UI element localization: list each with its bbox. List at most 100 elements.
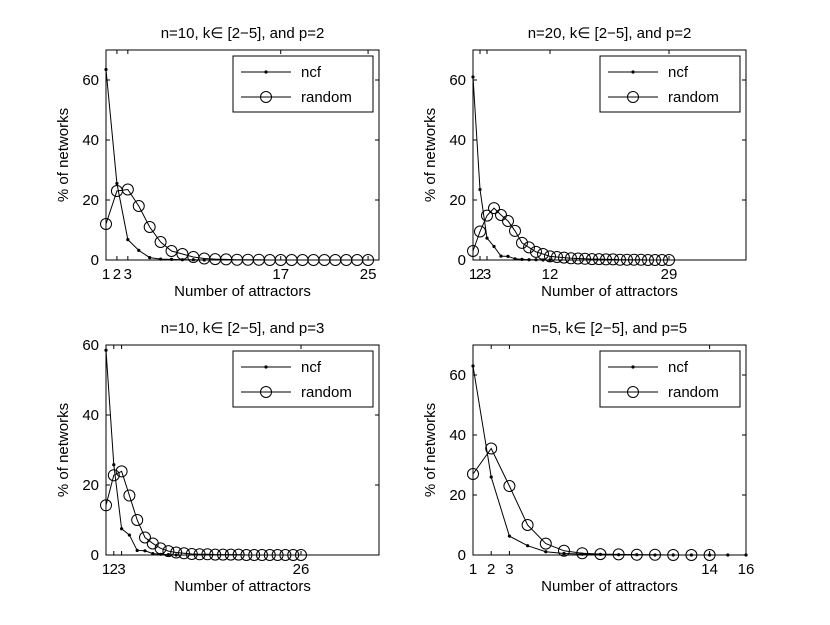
data-point-random	[100, 499, 112, 512]
legend-marker	[627, 386, 639, 398]
data-point-random	[628, 253, 640, 266]
x-tick-label: 2	[476, 266, 484, 283]
data-point-random	[263, 549, 276, 561]
data-point-random	[481, 209, 493, 222]
data-point-ncf	[548, 258, 552, 262]
x-tick-label: 1	[469, 561, 477, 578]
data-point-random	[178, 547, 190, 560]
plot-frame	[472, 49, 747, 261]
chart-title: n=10, k∈ [2−5], and p=3	[161, 320, 325, 337]
x-tick-label: 2	[487, 561, 495, 578]
data-point-random	[154, 236, 167, 248]
data-point-random	[551, 251, 563, 263]
data-point-ncf	[104, 348, 108, 352]
series-line-ncf	[105, 69, 205, 261]
data-point-random	[295, 549, 307, 561]
data-point-random	[201, 548, 214, 561]
data-point-ncf	[489, 475, 493, 479]
x-tick-label: 1	[102, 266, 110, 283]
x-tick-label: 25	[360, 266, 377, 283]
data-point-random	[467, 245, 479, 257]
x-tick-label: 1	[102, 561, 110, 578]
legend-label: random	[301, 89, 352, 106]
legend-label: random	[668, 384, 719, 401]
data-point-random	[663, 254, 675, 266]
chart-title: n=5, k∈ [2−5], and p=5	[532, 320, 687, 337]
data-point-ncf	[562, 551, 566, 556]
y-tick-label: 0	[91, 547, 99, 564]
series-random	[467, 202, 675, 266]
data-point-ncf	[120, 527, 124, 531]
data-point-ncf	[726, 553, 730, 557]
data-point-random	[586, 253, 598, 266]
data-point-ncf	[527, 258, 531, 262]
series-ncf	[104, 67, 206, 262]
data-point-random	[539, 537, 552, 550]
data-point-random	[107, 469, 120, 482]
series-ncf	[471, 75, 552, 262]
data-point-random	[600, 253, 612, 266]
series-line-random	[472, 447, 710, 556]
legend-label: random	[668, 89, 719, 106]
data-point-random	[488, 202, 500, 215]
x-axis-label: Number of attractors	[541, 578, 678, 595]
x-axis-label: Number of attractors	[174, 283, 311, 300]
x-tick-label: 3	[117, 561, 125, 578]
data-point-random	[667, 549, 680, 561]
y-tick-label: 40	[449, 427, 466, 444]
x-tick-label: 3	[124, 266, 132, 283]
data-point-random	[170, 546, 183, 559]
x-tick-label: 2	[113, 266, 121, 283]
data-point-random	[642, 254, 654, 266]
x-tick-label: 29	[661, 266, 678, 283]
chart-title: n=20, k∈ [2−5], and p=2	[528, 25, 692, 42]
legend-box	[599, 55, 741, 113]
subplot-1: n=10, k∈ [2−5], and p=2 1 2 3 17 25 0 20 40 60 Num…	[55, 25, 380, 300]
data-point-random	[185, 547, 198, 560]
data-point-ncf	[492, 244, 496, 249]
data-point-random	[132, 200, 145, 212]
data-point-random	[485, 442, 498, 455]
series-random	[100, 465, 307, 561]
data-point-random	[521, 519, 534, 531]
legend: ncf random	[232, 55, 374, 113]
data-point-random	[593, 253, 605, 266]
data-point-random	[516, 236, 528, 249]
x-tick-label: 16	[738, 561, 755, 578]
data-point-random	[256, 549, 268, 561]
data-point-ncf	[148, 256, 152, 260]
legend-marker	[631, 70, 635, 74]
data-point-ncf	[127, 533, 131, 537]
data-point-ncf	[126, 238, 130, 242]
data-point-random	[176, 248, 189, 260]
data-point-random	[240, 549, 253, 561]
x-tick-label: 14	[701, 561, 718, 578]
data-point-random	[558, 251, 570, 264]
data-point-ncf	[104, 67, 108, 72]
subplot-3: n=10, k∈ [2−5], and p=3 1 2 3 26 0 20 40 60 Numbe…	[55, 320, 380, 595]
data-point-ncf	[137, 248, 141, 252]
data-point-ncf	[526, 544, 530, 548]
data-point-ncf	[520, 257, 524, 261]
data-point-random	[579, 252, 591, 265]
data-point-random	[530, 245, 542, 258]
data-point-ncf	[499, 254, 503, 258]
y-axis-label: % of networks	[55, 108, 72, 202]
data-point-random	[612, 548, 625, 561]
data-point-ncf	[478, 187, 482, 192]
y-tick-label: 60	[82, 337, 99, 354]
legend: ncf random	[599, 55, 741, 113]
data-point-random	[131, 514, 144, 526]
data-point-random	[362, 254, 375, 266]
legend-box	[232, 350, 374, 408]
data-point-random	[607, 253, 619, 266]
data-point-ncf	[471, 75, 475, 79]
data-point-random	[217, 548, 229, 561]
data-point-random	[154, 542, 167, 555]
data-point-random	[474, 225, 486, 238]
data-point-ncf	[166, 553, 170, 557]
data-point-random	[703, 549, 716, 561]
data-point-ncf	[115, 181, 119, 186]
